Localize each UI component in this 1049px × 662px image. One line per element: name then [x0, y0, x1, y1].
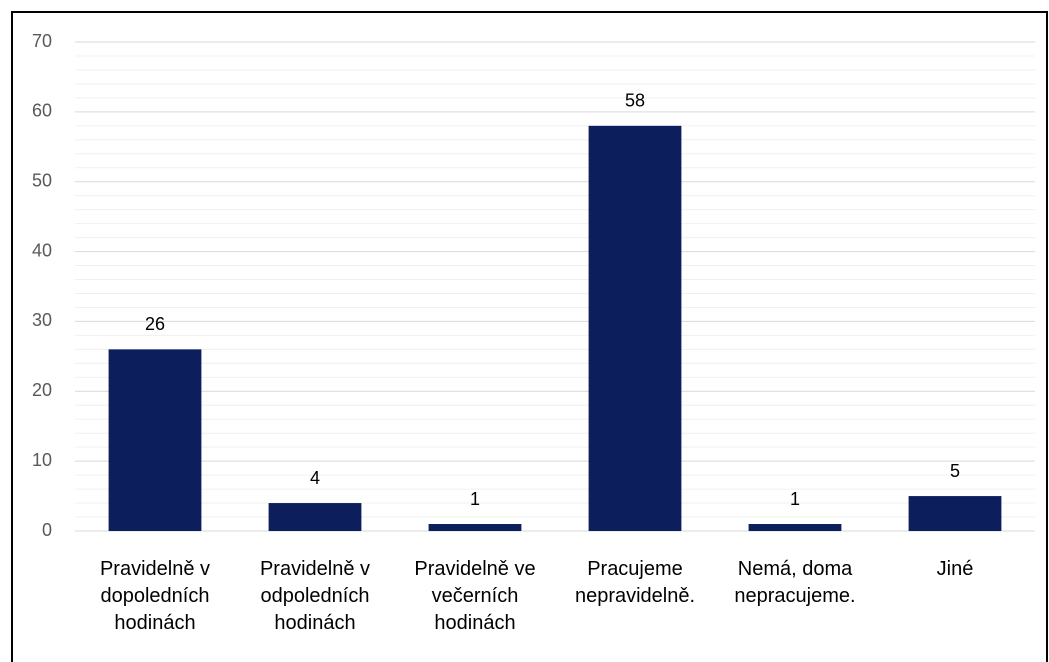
- data-label: 1: [790, 489, 800, 509]
- bar: [748, 524, 842, 531]
- y-tick-label: 60: [32, 101, 52, 121]
- data-label: 26: [145, 314, 165, 334]
- x-tick-label: Pravidelně v dopoledních hodinách: [99, 558, 211, 634]
- y-tick-label: 10: [32, 450, 52, 470]
- chart-border: [11, 11, 1048, 662]
- x-tick-label: Pracujeme nepravidelně.: [574, 558, 696, 607]
- x-tick-label: Nemá, doma nepracujeme.: [734, 558, 856, 607]
- bar: [108, 349, 202, 531]
- data-label: 1: [470, 489, 480, 509]
- x-tick-label: Pravidelně v odpoledních hodinách: [259, 558, 371, 634]
- bar: [908, 496, 1002, 531]
- y-tick-label: 30: [32, 310, 52, 330]
- data-label: 4: [310, 468, 320, 488]
- bar: [268, 503, 362, 531]
- y-tick-label: 70: [32, 31, 52, 51]
- data-label: 58: [625, 91, 645, 111]
- y-tick-label: 0: [42, 520, 52, 540]
- y-tick-label: 50: [32, 170, 52, 190]
- bar: [588, 125, 682, 531]
- data-label: 5: [950, 461, 960, 481]
- x-tick-label: Pravidelně ve večerních hodinách: [414, 558, 536, 634]
- x-tick-label: Jiné: [936, 558, 974, 580]
- y-tick-label: 20: [32, 380, 52, 400]
- bar: [428, 524, 522, 531]
- y-tick-label: 40: [32, 240, 52, 260]
